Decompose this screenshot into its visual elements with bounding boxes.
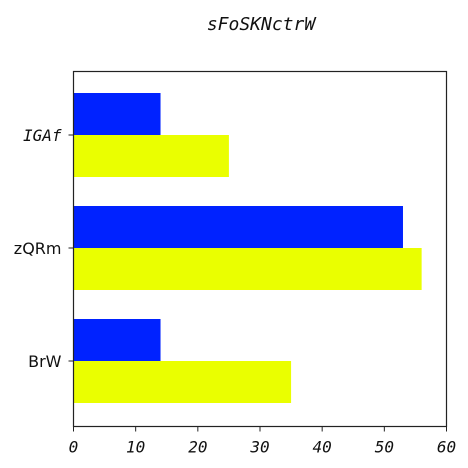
x-tick-label: 40 (313, 438, 332, 457)
x-tick-label: 10 (126, 438, 145, 457)
y-tick-label: IGAf (23, 126, 62, 145)
x-tick-label: 20 (188, 438, 207, 457)
bars-layer (73, 93, 422, 403)
chart-title: sFoSKNctrW (207, 14, 318, 35)
bar-zQRm-series-1 (73, 206, 403, 248)
y-axis: IGAf zQRm BrW (14, 126, 74, 371)
bar-zQRm-series-2 (73, 248, 422, 290)
x-tick-label: 60 (437, 438, 456, 457)
x-tick-label: 30 (249, 438, 269, 457)
bar-IGAf-series-1 (73, 93, 161, 135)
y-tick-label: zQRm (14, 239, 62, 258)
x-axis: 0 10 20 30 40 50 60 (69, 426, 456, 457)
bar-IGAf-series-2 (73, 135, 229, 177)
y-tick-label: BrW (28, 352, 62, 371)
bar-BrW-series-2 (73, 361, 292, 403)
x-tick-label: 0 (69, 438, 79, 457)
x-tick-label: 50 (375, 438, 394, 457)
bar-BrW-series-1 (73, 319, 161, 361)
